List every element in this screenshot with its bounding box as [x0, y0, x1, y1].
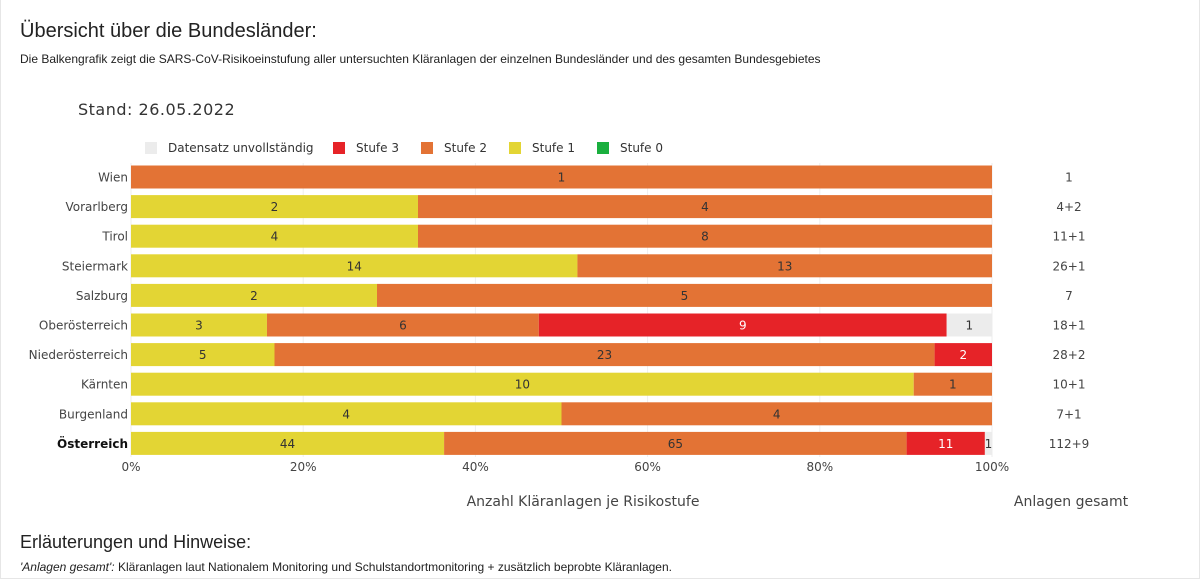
y-tick-label-9: Burgenland	[59, 407, 128, 421]
bar-5-2	[266, 313, 539, 337]
bar-5-3	[538, 313, 947, 337]
x-tick-label-1: 0%	[121, 460, 140, 474]
bar-label-8-2: 4	[773, 407, 781, 421]
bar-label-9-4: 1	[985, 437, 993, 451]
x-tick-label-6: 100%	[975, 460, 1009, 474]
y-tick-label-3: Tirol	[101, 230, 128, 244]
bar-2-2	[418, 224, 992, 248]
y-tick-label-10: Österreich	[57, 436, 128, 451]
notes-text: 'Anlagen gesamt': Kläranlagen laut Natio…	[20, 560, 672, 574]
total-label-6: 18+1	[1053, 319, 1086, 333]
bar-3-2	[577, 254, 992, 278]
y-tick-label-7: Niederösterreich	[29, 348, 128, 362]
bar-5-1	[131, 313, 267, 337]
total-label-8: 10+1	[1053, 378, 1086, 392]
bar-label-9-2: 65	[668, 437, 683, 451]
bar-label-0-2: 1	[558, 171, 566, 185]
total-label-4: 26+1	[1053, 259, 1086, 273]
y-tick-label-4: Steiermark	[62, 259, 128, 273]
x-tick-label-2: 20%	[290, 460, 317, 474]
bar-1-2	[418, 195, 992, 219]
notes-title: Erläuterungen und Hinweise:	[20, 532, 252, 552]
legend-swatch-3	[421, 142, 433, 154]
chart-title: Stand: 26.05.2022	[78, 100, 235, 119]
bar-label-4-1: 2	[250, 289, 258, 303]
x-tick-label-5: 80%	[806, 460, 833, 474]
totals-axis-label: Anlagen gesamt	[1014, 494, 1129, 510]
y-tick-label-2: Vorarlberg	[65, 200, 128, 214]
total-label-2: 4+2	[1056, 200, 1081, 214]
bar-label-6-3: 2	[959, 348, 967, 362]
bar-6-3	[934, 343, 992, 367]
legend-swatch-4	[509, 142, 521, 154]
bar-4-2	[377, 283, 992, 307]
bar-8-2	[561, 402, 992, 426]
bar-9-3	[906, 431, 985, 455]
bar-label-1-2: 4	[701, 200, 709, 214]
bar-label-8-1: 4	[342, 407, 350, 421]
x-tick-label-3: 40%	[462, 460, 489, 474]
bar-5-4	[946, 313, 992, 337]
y-tick-label-5: Salzburg	[76, 289, 128, 303]
bar-4-1	[131, 283, 377, 307]
bar-label-9-3: 11	[938, 437, 953, 451]
page-description: Die Balkengrafik zeigt die SARS-CoV-Risi…	[20, 52, 821, 66]
bar-7-2	[913, 372, 992, 396]
bar-label-6-1: 5	[199, 348, 207, 362]
bar-label-4-2: 5	[681, 289, 689, 303]
notes-term: 'Anlagen gesamt':	[20, 560, 115, 574]
bar-label-3-1: 14	[347, 259, 362, 273]
x-tick-label-4: 60%	[634, 460, 661, 474]
bar-6-2	[274, 343, 935, 367]
bar-label-2-2: 8	[701, 230, 709, 244]
bar-label-2-1: 4	[271, 230, 279, 244]
bar-2-1	[131, 224, 418, 248]
bar-label-1-1: 2	[271, 200, 279, 214]
total-label-10: 112+9	[1049, 437, 1090, 451]
total-label-1: 1	[1065, 171, 1073, 185]
bar-1-1	[131, 195, 418, 219]
bar-label-9-1: 44	[280, 437, 295, 451]
bar-9-2	[444, 431, 907, 455]
y-tick-label-8: Kärnten	[81, 378, 128, 392]
legend-label-2: Stufe 3	[356, 141, 399, 155]
total-label-5: 7	[1065, 289, 1073, 303]
bar-label-7-1: 10	[515, 378, 530, 392]
notes-body: Kläranlagen laut Nationalem Monitoring u…	[114, 560, 672, 574]
y-tick-label-1: Wien	[98, 171, 128, 185]
bar-8-1	[131, 402, 562, 426]
bar-6-1	[131, 343, 275, 367]
y-tick-label-6: Oberösterreich	[39, 319, 128, 333]
legend-label-1: Datensatz unvollständig	[168, 141, 314, 155]
bar-9-4	[984, 431, 992, 455]
bar-7-1	[131, 372, 914, 396]
bar-label-3-2: 13	[777, 259, 792, 273]
total-label-7: 28+2	[1053, 348, 1086, 362]
bar-label-5-2: 6	[399, 319, 407, 333]
legend-swatch-2	[333, 142, 345, 154]
bar-label-5-3: 9	[739, 319, 747, 333]
risk-bar-chart: Stand: 26.05.2022 Datensatz unvollständig…	[29, 100, 1129, 510]
legend-label-5: Stufe 0	[620, 141, 663, 155]
legend-label-3: Stufe 2	[444, 141, 487, 155]
total-label-9: 7+1	[1056, 407, 1081, 421]
bar-3-1	[131, 254, 578, 278]
bar-label-5-1: 3	[195, 319, 203, 333]
legend-label-4: Stufe 1	[532, 141, 575, 155]
bar-label-6-2: 23	[597, 348, 612, 362]
total-label-3: 11+1	[1053, 230, 1086, 244]
page-title: Übersicht über die Bundesländer:	[20, 20, 317, 42]
legend-swatch-5	[597, 142, 609, 154]
bar-0-2	[131, 165, 992, 189]
x-axis-label: Anzahl Kläranlagen je Risikostufe	[467, 494, 700, 510]
legend-swatch-1	[145, 142, 157, 154]
bar-label-7-2: 1	[949, 378, 957, 392]
bar-9-1	[131, 431, 445, 455]
bar-label-5-4: 1	[966, 319, 974, 333]
